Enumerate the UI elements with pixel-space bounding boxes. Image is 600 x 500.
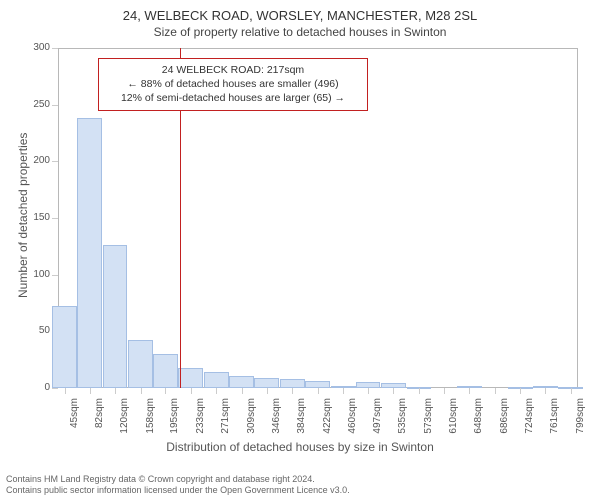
histogram-bar: [229, 376, 254, 388]
x-tick-label: 309sqm: [246, 398, 257, 442]
y-tick-label: 50: [22, 325, 50, 336]
x-tick: [469, 388, 470, 394]
x-tick-label: 346sqm: [271, 398, 282, 442]
x-axis-label: Distribution of detached houses by size …: [0, 440, 600, 454]
x-tick: [318, 388, 319, 394]
x-tick: [191, 388, 192, 394]
x-tick-label: 233sqm: [195, 398, 206, 442]
y-tick-label: 0: [22, 382, 50, 393]
histogram-bar: [77, 118, 102, 388]
y-tick: [52, 161, 58, 162]
histogram-bar: [305, 381, 330, 388]
x-tick-label: 120sqm: [119, 398, 130, 442]
footer-line-2: Contains public sector information licen…: [6, 485, 350, 496]
y-tick: [52, 218, 58, 219]
x-tick: [393, 388, 394, 394]
x-tick-label: 422sqm: [322, 398, 333, 442]
x-tick: [368, 388, 369, 394]
annotation-line-2: ← 88% of detached houses are smaller (49…: [105, 77, 361, 91]
y-tick-label: 100: [22, 269, 50, 280]
x-tick: [165, 388, 166, 394]
x-tick: [90, 388, 91, 394]
y-tick: [52, 388, 58, 389]
x-tick: [141, 388, 142, 394]
y-tick-label: 300: [22, 42, 50, 53]
x-tick: [495, 388, 496, 394]
x-tick-label: 497sqm: [372, 398, 383, 442]
annotation-line-3: 12% of semi-detached houses are larger (…: [105, 91, 361, 105]
chart-container: { "title_main": "24, WELBECK ROAD, WORSL…: [0, 0, 600, 500]
x-tick-label: 384sqm: [296, 398, 307, 442]
x-tick-label: 686sqm: [499, 398, 510, 442]
x-tick-label: 648sqm: [473, 398, 484, 442]
x-tick: [216, 388, 217, 394]
y-tick: [52, 48, 58, 49]
x-tick-label: 724sqm: [524, 398, 535, 442]
histogram-bar: [153, 354, 178, 388]
y-tick-label: 150: [22, 212, 50, 223]
x-tick-label: 573sqm: [423, 398, 434, 442]
x-tick-label: 271sqm: [220, 398, 231, 442]
y-tick: [52, 275, 58, 276]
x-tick: [267, 388, 268, 394]
histogram-bar: [254, 378, 279, 388]
x-tick: [545, 388, 546, 394]
x-tick: [242, 388, 243, 394]
x-tick: [444, 388, 445, 394]
annotation-line-1: 24 WELBECK ROAD: 217sqm: [105, 63, 361, 77]
x-tick-label: 535sqm: [397, 398, 408, 442]
y-tick: [52, 105, 58, 106]
histogram-bar: [128, 340, 153, 388]
chart-title-main: 24, WELBECK ROAD, WORSLEY, MANCHESTER, M…: [0, 0, 600, 23]
x-tick-label: 195sqm: [169, 398, 180, 442]
x-tick: [65, 388, 66, 394]
y-tick-label: 200: [22, 155, 50, 166]
footer-attribution: Contains HM Land Registry data © Crown c…: [6, 474, 350, 496]
x-tick-label: 45sqm: [69, 398, 80, 442]
x-tick: [292, 388, 293, 394]
y-tick-label: 250: [22, 99, 50, 110]
histogram-bar: [204, 372, 229, 388]
histogram-bar: [52, 306, 77, 388]
x-tick: [571, 388, 572, 394]
x-tick-label: 460sqm: [347, 398, 358, 442]
x-tick: [520, 388, 521, 394]
annotation-box: 24 WELBECK ROAD: 217sqm ← 88% of detache…: [98, 58, 368, 111]
x-tick-label: 158sqm: [145, 398, 156, 442]
x-tick: [419, 388, 420, 394]
footer-line-1: Contains HM Land Registry data © Crown c…: [6, 474, 350, 485]
x-tick-label: 799sqm: [575, 398, 586, 442]
histogram-bar: [103, 245, 128, 388]
x-tick: [115, 388, 116, 394]
histogram-bar: [280, 379, 305, 388]
x-tick: [343, 388, 344, 394]
chart-title-sub: Size of property relative to detached ho…: [0, 23, 600, 39]
x-tick-label: 761sqm: [549, 398, 560, 442]
x-tick-label: 82sqm: [94, 398, 105, 442]
histogram-bar: [178, 368, 203, 388]
x-tick-label: 610sqm: [448, 398, 459, 442]
